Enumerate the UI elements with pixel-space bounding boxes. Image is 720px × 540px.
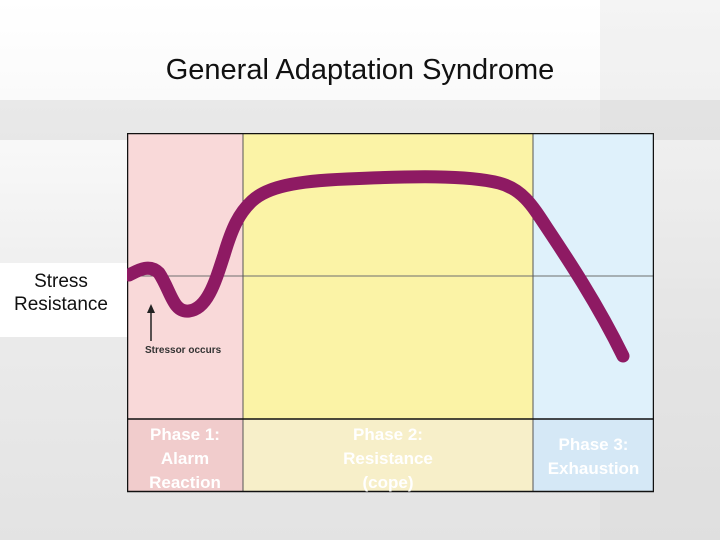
phase-2-label-line: Phase 2: [353, 425, 423, 444]
phase-1-label-line: Alarm [160, 449, 210, 468]
phase-2-label: Phase 2: Resistance (cope) [243, 423, 533, 495]
phase-3-label-line: Exhaustion [547, 459, 640, 478]
phase-2-label-line: (cope) [362, 473, 414, 492]
y-axis-label-box [0, 263, 127, 337]
diagram-title: General Adaptation Syndrome [165, 54, 555, 86]
phase-1-label-line: Reaction [149, 473, 221, 492]
phase-1-label-line: Phase 1: [150, 425, 220, 444]
phase-3-label: Phase 3: Exhaustion [533, 433, 654, 481]
resistance-curve [127, 170, 630, 363]
y-axis-label: Stress Resistance [0, 270, 122, 316]
y-axis-label-line-2: Resistance [14, 294, 108, 315]
chart-border [127, 133, 654, 493]
phase-1-label-box [127, 419, 243, 492]
stressor-annotation: Stressor occurs [145, 345, 222, 356]
phase-3-label-box [533, 419, 654, 492]
y-axis-label-line-1: Stress [34, 271, 88, 292]
phase-3-label-line: Phase 3: [558, 435, 629, 454]
gas-chart: Stressor occurs [127, 133, 654, 493]
phase-1-label: Phase 1: Alarm Reaction [127, 423, 243, 495]
phase-2-label-box [243, 419, 533, 492]
stressor-arrowhead [147, 304, 155, 313]
phase-2-label-line: Resistance [343, 449, 433, 468]
